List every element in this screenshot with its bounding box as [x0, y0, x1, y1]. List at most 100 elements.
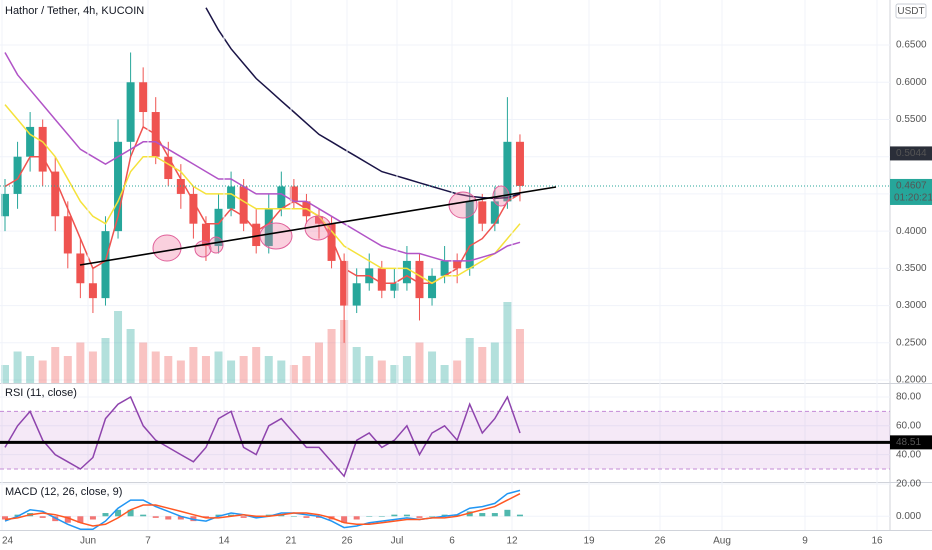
hline-label: 48.51	[896, 437, 921, 448]
macd-histogram-bar	[441, 514, 448, 517]
candle-body	[340, 260, 349, 306]
macd-histogram-bar	[77, 516, 84, 523]
x-tick-label: 19	[583, 536, 595, 547]
macd-title: MACD (12, 26, close, 9)	[5, 486, 122, 498]
chart-title: Hathor / Tether, 4h, KUCOIN	[5, 5, 144, 17]
candle-body	[289, 186, 298, 202]
volume-bar	[415, 342, 424, 383]
candle-body	[252, 223, 261, 247]
candle-body	[51, 171, 60, 217]
candle-body	[214, 208, 223, 247]
candle-body	[490, 201, 499, 224]
y-tick-label: 0.6500	[896, 40, 927, 51]
volume-bar	[264, 356, 273, 383]
y-tick-label: 0.3000	[896, 300, 927, 311]
macd-histogram-bar	[341, 516, 348, 523]
volume-bar	[340, 320, 349, 383]
volume-bar	[440, 365, 449, 383]
currency-label[interactable]: USDT	[897, 6, 924, 17]
x-tick-label: 12	[506, 536, 518, 547]
y-tick-label: 0.6000	[896, 77, 927, 88]
x-tick-label: 9	[802, 536, 808, 547]
macd-histogram-bar	[64, 516, 71, 523]
candle-body	[101, 231, 110, 299]
y-tick-label: 0.000	[896, 511, 921, 522]
macd-histogram-bar	[265, 514, 272, 517]
candle-body	[465, 201, 474, 269]
candle-body	[63, 216, 72, 254]
y-tick-label: 0.5500	[896, 114, 927, 125]
hline-box	[890, 435, 932, 450]
y-tick-label: 80.00	[896, 392, 921, 403]
x-tick-label: Jun	[80, 536, 96, 547]
macd-histogram-bar	[140, 514, 147, 517]
candle-body	[164, 156, 173, 180]
indicator-line	[4, 104, 521, 285]
macd-histogram-bar	[240, 516, 247, 518]
volume-bar	[402, 356, 411, 383]
macd-histogram-bar	[290, 516, 297, 517]
volume-bar	[315, 342, 323, 383]
volume-bar	[51, 347, 60, 383]
volume-bar	[26, 356, 35, 383]
marker-box	[890, 146, 932, 161]
candle-body	[440, 260, 449, 276]
macd-histogram-bar	[516, 514, 523, 517]
candle-body	[377, 268, 386, 291]
x-tick-label: 6	[449, 536, 455, 547]
volume-bar	[139, 342, 148, 383]
candle-body	[428, 275, 437, 299]
candle-body	[38, 126, 47, 172]
candle-body	[88, 283, 97, 299]
x-tick-label: 16	[871, 536, 883, 547]
volume-bar	[365, 356, 374, 383]
volume-bar	[13, 351, 22, 383]
candle-body	[201, 223, 210, 247]
volume-bar	[289, 365, 298, 383]
candle-body	[189, 193, 198, 224]
currency-box[interactable]	[895, 3, 927, 19]
highlight-ellipse	[152, 234, 182, 262]
volume-bar	[227, 360, 236, 383]
countdown-label: 01:20:21	[894, 193, 932, 204]
candle-body	[76, 253, 85, 284]
volume-bar	[114, 311, 123, 383]
volume-bar	[88, 351, 97, 383]
macd-histogram-bar	[366, 516, 373, 517]
volume-bar	[327, 329, 336, 383]
x-tick-label: 14	[218, 536, 230, 547]
candle-body	[264, 208, 273, 247]
volume-bar	[76, 342, 85, 383]
volume-bar	[352, 347, 361, 383]
trend-line	[79, 186, 557, 266]
volume-bar	[515, 329, 524, 383]
macd-histogram-bar	[89, 516, 96, 520]
x-tick-label: 26	[654, 536, 666, 547]
candle-body	[13, 156, 22, 194]
macd-histogram-bar	[278, 514, 285, 517]
macd-histogram-bar	[177, 516, 184, 520]
candle-body	[1, 193, 9, 217]
macd-histogram-bar	[378, 516, 385, 517]
macd-histogram-bar	[202, 516, 209, 518]
x-tick-label: 24	[2, 536, 14, 547]
volume-bar	[503, 302, 512, 383]
macd-histogram-bar	[228, 514, 235, 517]
macd-histogram-bar	[102, 513, 109, 517]
candle-body	[277, 186, 286, 209]
candle-body	[139, 82, 148, 113]
volume-bar	[164, 356, 173, 383]
y-tick-label: 20.00	[896, 479, 921, 490]
x-tick-label: 21	[285, 536, 297, 547]
indicator-line	[4, 493, 521, 527]
rsi-title: RSI (11, close)	[5, 387, 77, 399]
macd-histogram-bar	[403, 514, 410, 517]
volume-bar	[239, 356, 248, 383]
x-tick-label: 7	[145, 536, 151, 547]
volume-bar	[252, 347, 261, 383]
candle-body	[227, 186, 236, 209]
macd-histogram-bar	[504, 509, 511, 517]
